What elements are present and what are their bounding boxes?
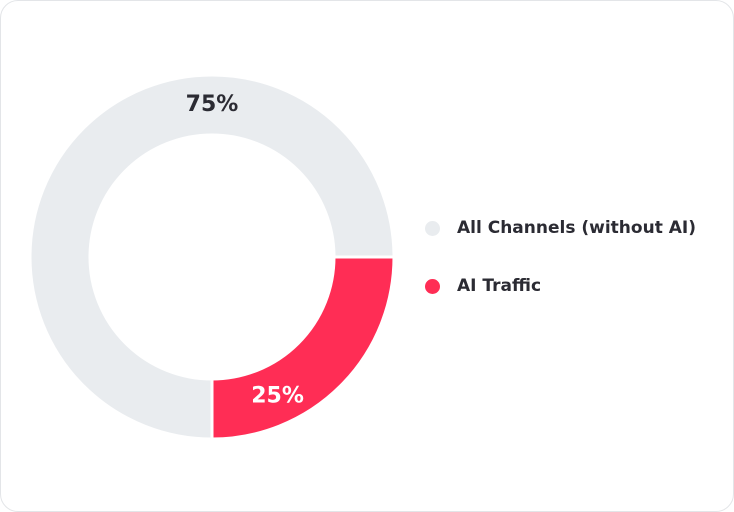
legend-swatch-ai-traffic xyxy=(425,278,440,294)
data-label-all-channels: 75% xyxy=(186,92,239,117)
slice-ai-traffic xyxy=(210,255,396,441)
legend-label-all-channels: All Channels (without AI) xyxy=(457,218,696,238)
legend-label-ai-traffic: AI Traffic xyxy=(457,276,542,296)
data-label-ai-traffic: 25% xyxy=(251,383,304,408)
chart-legend: All Channels (without AI) AI Traffic xyxy=(425,213,696,329)
slice-all-channels xyxy=(28,73,396,441)
legend-swatch-all-channels xyxy=(425,220,440,236)
legend-item-ai-traffic: AI Traffic xyxy=(425,271,696,301)
legend-item-all-channels: All Channels (without AI) xyxy=(425,213,696,243)
